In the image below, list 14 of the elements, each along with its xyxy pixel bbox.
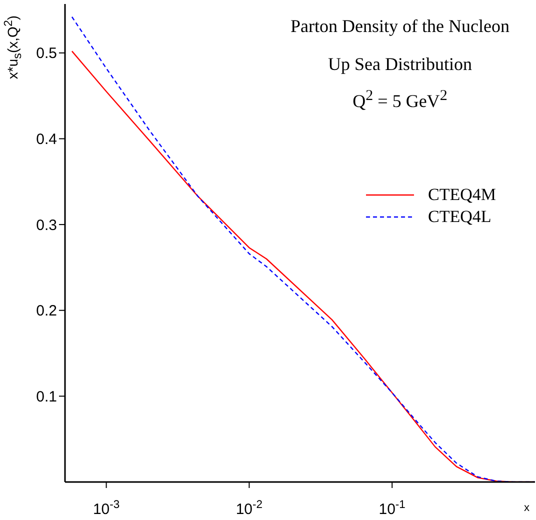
y-tick-label: 0.4 xyxy=(36,131,57,148)
y-tick-label: 0.2 xyxy=(36,302,57,320)
legend-label: CTEQ4M xyxy=(428,185,496,205)
text: Up Sea Distribution xyxy=(327,54,473,75)
x-tick-label: 10$^{-3}$ xyxy=(92,499,120,518)
legend-label: CTEQ4L xyxy=(428,207,492,227)
y-tick-label: 0.1 xyxy=(36,388,57,406)
x-tick-label: 10$^{-1}$ xyxy=(378,499,406,518)
text: Parton Density of the Nucleon xyxy=(290,16,510,37)
y-tick-label: 0.5 xyxy=(36,45,57,62)
y-tick-label: 0.3 xyxy=(36,216,57,234)
annotation: Q$^{2}$ = 5 GeV$^{2}$ xyxy=(352,88,448,112)
x-axis-title: x xyxy=(524,502,530,514)
x-tick-label: 10$^{-2}$ xyxy=(236,499,263,518)
